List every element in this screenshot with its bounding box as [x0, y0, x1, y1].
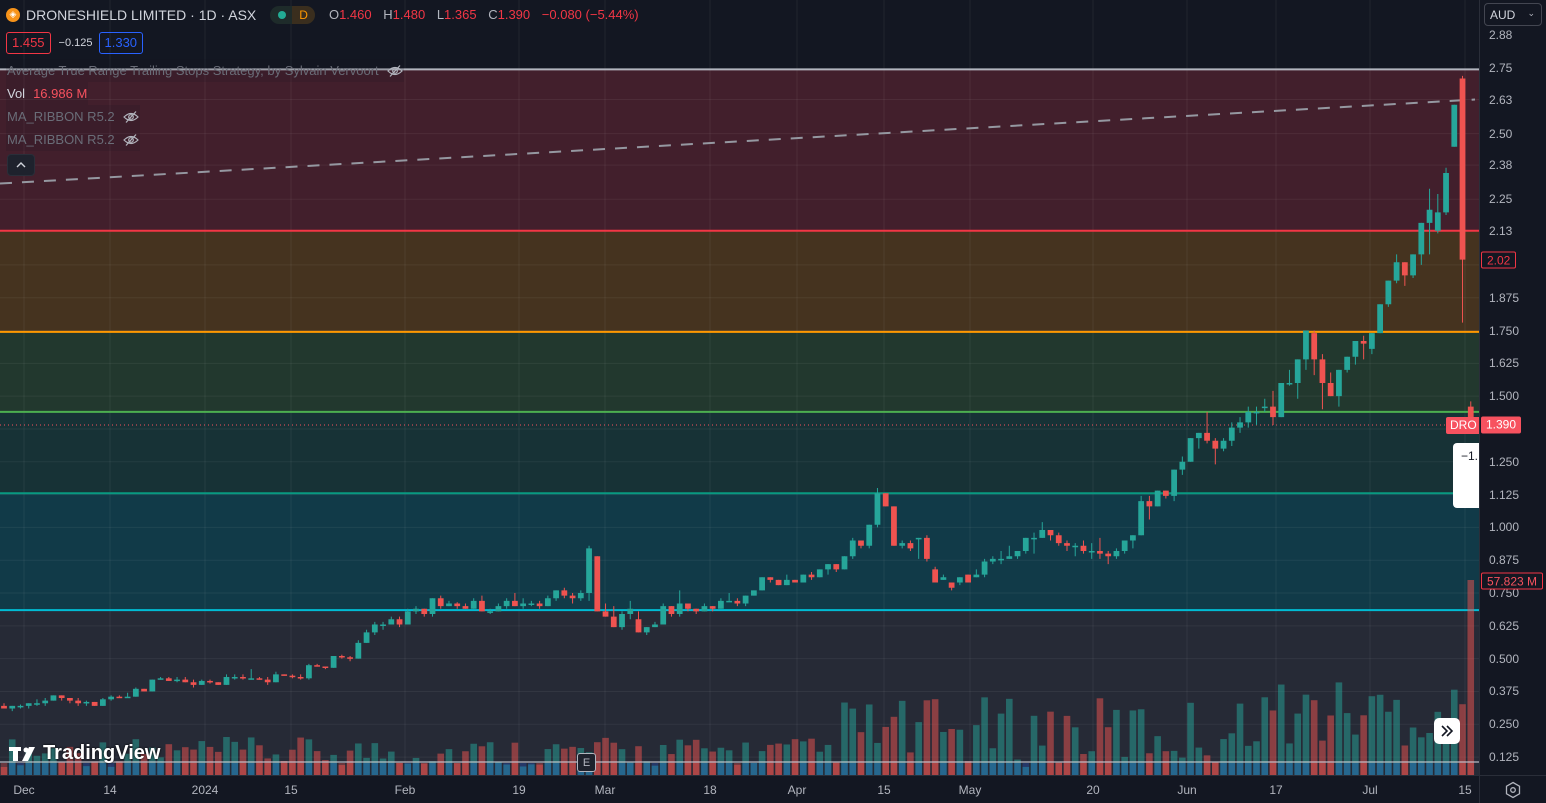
volume-value: 16.986 M [33, 86, 88, 101]
price-tick: 1.500 [1489, 389, 1520, 404]
scroll-to-realtime-button[interactable] [1434, 718, 1460, 744]
currency-select[interactable]: AUD ⌄ [1484, 3, 1542, 26]
ohlc-values: O1.460 H1.480 L1.365 C1.390 −0.080 (−5.4… [329, 7, 647, 22]
symbol-header: ◈ DRONESHIELD LIMITED · 1D · ASX D O1.46… [6, 4, 647, 25]
chevron-down-icon: ⌄ [1527, 8, 1535, 18]
indicator-ma-ribbon-1[interactable]: MA_RIBBON R5.2 [6, 105, 140, 128]
market-status-pill[interactable]: D [270, 5, 315, 24]
price-tick: 2.63 [1489, 92, 1513, 107]
time-tick: Apr [787, 783, 807, 797]
indicator-list: Average True Range Trailing Stops Strate… [6, 59, 647, 176]
open-value: 1.460 [339, 7, 372, 22]
currency-value: AUD [1490, 8, 1516, 22]
price-tick: 0.875 [1489, 553, 1520, 568]
price-tick: 0.750 [1489, 586, 1520, 600]
indicator-name: Average True Range Trailing Stops Strate… [7, 63, 379, 78]
open-label: O [328, 7, 340, 22]
price-tick: 0.375 [1489, 684, 1520, 699]
time-tick: 19 [512, 783, 526, 797]
change-value: −0.080 (−5.44%) [541, 7, 639, 22]
watermark-text: TradingView [43, 742, 161, 764]
chevron-up-icon [16, 162, 26, 168]
price-tick: 0.125 [1489, 750, 1520, 765]
price-tick: 1.125 [1489, 487, 1520, 502]
time-tick: Mar [594, 783, 616, 797]
price-tick: 2.13 [1489, 223, 1513, 238]
chart-settings-button[interactable] [1479, 775, 1546, 803]
price-tick: 2.75 [1489, 61, 1513, 75]
indicator-volume[interactable]: Vol 16.986 M [6, 82, 89, 105]
earnings-marker[interactable]: E [577, 753, 596, 772]
time-tick: Feb [394, 783, 416, 797]
time-tick: Dec [13, 783, 35, 797]
order-panel-widget[interactable]: −1. [1453, 443, 1479, 508]
indicator-atr-trailing-stops[interactable]: Average True Range Trailing Stops Strate… [6, 59, 404, 82]
time-tick: 17 [1269, 783, 1283, 797]
high-price-marker: 2.02 [1481, 251, 1517, 269]
time-tick: 15 [877, 783, 891, 797]
market-open-dot-icon [278, 10, 287, 19]
time-tick: May [958, 783, 982, 797]
time-tick: Jul [1362, 783, 1378, 797]
time-tick: 15 [284, 783, 298, 797]
price-tick: 1.000 [1489, 520, 1520, 535]
eye-off-icon[interactable] [122, 110, 139, 123]
eye-off-icon[interactable] [386, 64, 403, 77]
indicator-ma-ribbon-2[interactable]: MA_RIBBON R5.2 [6, 128, 140, 151]
symbol-price-flag: DRO [1446, 417, 1479, 434]
current-price-label: 1.390 [1481, 416, 1522, 434]
price-tick: 0.625 [1489, 618, 1520, 633]
time-axis[interactable]: Dec 14 2024 15 Feb 19 Mar 18 Apr 15 May 20 Jun 17 Jul 1… [0, 775, 1479, 803]
indicator-name: Vol [7, 86, 26, 101]
symbol-title[interactable]: DRONESHIELD LIMITED · 1D · ASX [26, 6, 257, 23]
chart-pane[interactable]: ◈ DRONESHIELD LIMITED · 1D · ASX D O1.46… [0, 0, 1479, 775]
time-tick: 18 [703, 783, 717, 797]
time-tick: 15 [1458, 783, 1472, 797]
tradingview-logo-icon [9, 746, 35, 761]
close-value: 1.390 [497, 7, 531, 22]
high-label: H [383, 7, 393, 22]
price-tick: 1.875 [1489, 290, 1520, 305]
price-tick: 2.50 [1489, 126, 1513, 141]
bid-ask-row: 1.455 −0.125 1.330 [6, 30, 647, 55]
double-chevron-right-icon [1441, 725, 1454, 737]
close-label: C [488, 7, 498, 22]
eye-off-icon[interactable] [122, 133, 139, 146]
buy-price-button[interactable]: 1.330 [98, 31, 144, 54]
high-value: 1.480 [392, 7, 426, 22]
collapse-legend-button[interactable] [7, 154, 35, 176]
price-tick: 0.500 [1489, 651, 1520, 666]
time-tick: 20 [1086, 783, 1100, 797]
settings-hexagon-icon [1505, 781, 1521, 798]
indicator-name: MA_RIBBON R5.2 [7, 132, 115, 147]
price-tick: 0.250 [1489, 717, 1520, 732]
price-tick: 2.25 [1489, 192, 1513, 207]
tradingview-watermark[interactable]: TradingView [9, 742, 160, 765]
price-tick: 1.250 [1489, 454, 1520, 469]
low-label: L [436, 7, 445, 22]
price-axis[interactable]: AUD ⌄ 2.88 2.75 2.63 2.50 2.38 2.25 2.13 1.875 1… [1479, 0, 1546, 775]
time-tick: 2024 [191, 783, 219, 797]
market-status-label: D [292, 5, 315, 24]
low-value: 1.365 [444, 7, 477, 22]
spread-value: −0.125 [58, 36, 93, 49]
time-tick: 14 [103, 783, 117, 797]
volume-marker: 57.823 M [1481, 572, 1544, 590]
price-tick: 2.88 [1489, 28, 1513, 42]
chart-legend: ◈ DRONESHIELD LIMITED · 1D · ASX D O1.46… [6, 4, 647, 176]
droneshield-logo-icon: ◈ [6, 7, 20, 22]
price-tick: 1.750 [1489, 323, 1520, 338]
indicator-name: MA_RIBBON R5.2 [7, 109, 115, 124]
time-tick: Jun [1177, 783, 1197, 797]
price-tick: 1.625 [1489, 356, 1520, 371]
sell-price-button[interactable]: 1.455 [6, 31, 51, 54]
price-tick: 2.38 [1489, 158, 1513, 173]
